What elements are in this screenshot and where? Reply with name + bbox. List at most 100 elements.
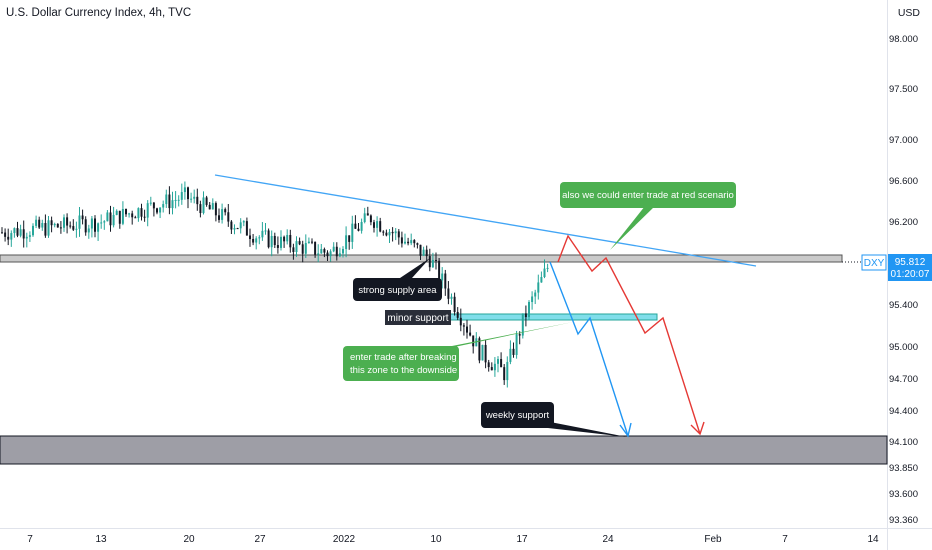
candle-body <box>320 249 323 254</box>
candle-body <box>301 244 304 254</box>
candle-body <box>162 204 165 208</box>
candle-body <box>317 253 320 255</box>
candle-body <box>109 212 112 226</box>
x-tick-label: Feb <box>704 534 722 545</box>
minor-support-zone[interactable] <box>449 313 658 321</box>
candle-body <box>506 361 509 381</box>
strong-supply-text: strong supply area <box>358 285 437 296</box>
candle-body <box>435 259 437 261</box>
blue-scenario-path[interactable] <box>549 261 629 437</box>
candle-body <box>227 212 230 222</box>
candle-body <box>112 214 115 226</box>
candle-body <box>360 222 363 231</box>
candle-body <box>540 277 543 283</box>
minor-support-label[interactable]: minor support <box>385 310 451 325</box>
weekly-support-text: weekly support <box>485 410 550 421</box>
x-tick-label: 20 <box>183 534 195 545</box>
candle-body <box>537 282 540 293</box>
enter-trade-line1: enter trade after breaking <box>350 352 457 363</box>
candle-body <box>255 238 258 243</box>
candles-group <box>1 181 549 388</box>
y-tick-label: 96.600 <box>889 176 918 187</box>
candle-body <box>50 220 53 226</box>
countdown-text: 01:20:07 <box>891 269 930 280</box>
candle-body <box>462 325 465 327</box>
candle-body <box>168 194 171 209</box>
candle-body <box>10 233 13 240</box>
candle-body <box>419 244 422 256</box>
x-tick-label: 14 <box>867 534 879 545</box>
currency-label: USD <box>897 7 920 19</box>
strong-supply-callout[interactable]: strong supply area <box>353 258 442 301</box>
candle-body <box>233 228 236 230</box>
candle-body <box>484 344 487 363</box>
symbol-text: DXY <box>864 258 885 269</box>
x-tick-label: 17 <box>516 534 528 545</box>
weekly-support-zone[interactable] <box>0 435 888 465</box>
candle-body <box>404 241 406 244</box>
candle-body <box>438 260 441 281</box>
candle-body <box>149 202 152 204</box>
candle-body <box>503 367 506 381</box>
candle-body <box>41 223 44 228</box>
candle-body <box>326 252 329 257</box>
candle-body <box>242 221 245 223</box>
x-axis-ticks: 7 13 20 27 2022 10 17 24 Feb 7 14 <box>27 534 879 545</box>
red-scenario-path[interactable] <box>557 234 701 435</box>
candle-body <box>382 231 385 233</box>
blue-arrowhead-icon <box>619 422 632 438</box>
candle-body <box>177 199 180 201</box>
y-tick-label: 98.000 <box>889 34 918 45</box>
candle-body <box>221 209 224 220</box>
price-tag: 95.812 01:20:07 <box>888 254 932 281</box>
candle-body <box>307 241 310 244</box>
candle-body <box>143 216 146 218</box>
candle-body <box>493 363 496 371</box>
candle-body <box>13 228 16 234</box>
candle-body <box>298 241 301 245</box>
candle-body <box>323 249 326 253</box>
candle-body <box>351 223 354 242</box>
red-scenario-callout[interactable]: also we could enter trade at red scenari… <box>560 182 736 250</box>
candle-body <box>22 229 25 239</box>
candle-body <box>28 235 31 237</box>
descending-trendline[interactable] <box>214 174 757 267</box>
candle-body <box>211 203 214 210</box>
x-tick-label: 13 <box>95 534 107 545</box>
candle-body <box>509 348 512 362</box>
y-tick-label: 97.500 <box>889 84 918 95</box>
candle-body <box>357 228 360 231</box>
x-tick-label: 10 <box>430 534 442 545</box>
candle-body <box>531 296 534 303</box>
candle-body <box>97 223 100 232</box>
candle-body <box>400 237 403 244</box>
candle-body <box>515 334 518 355</box>
enter-trade-callout[interactable]: enter trade after breaking this zone to … <box>343 322 573 381</box>
candle-body <box>190 198 193 200</box>
y-axis-ticks: 98.000 97.500 97.000 96.600 96.200 95.400 95.0… <box>889 34 918 526</box>
candle-body <box>152 202 155 209</box>
candle-body <box>311 241 313 243</box>
candle-body <box>103 221 106 223</box>
y-tick-label: 95.000 <box>889 342 918 353</box>
candle-body <box>345 235 348 250</box>
candle-body <box>270 235 273 248</box>
candle-body <box>35 219 38 226</box>
y-tick-label: 95.400 <box>889 300 918 311</box>
candle-body <box>118 210 121 224</box>
candle-body <box>245 221 248 236</box>
candle-body <box>521 313 524 336</box>
weekly-support-callout[interactable]: weekly support <box>481 402 627 437</box>
candle-body <box>100 222 103 224</box>
candle-body <box>224 209 227 213</box>
candle-body <box>366 213 369 216</box>
candle-body <box>481 344 484 361</box>
candle-body <box>425 249 428 257</box>
candle-body <box>500 359 503 368</box>
candle-body <box>546 267 549 269</box>
candle-body <box>524 313 527 318</box>
candle-body <box>81 215 84 220</box>
candle-body <box>131 213 134 218</box>
candle-body <box>289 234 292 248</box>
